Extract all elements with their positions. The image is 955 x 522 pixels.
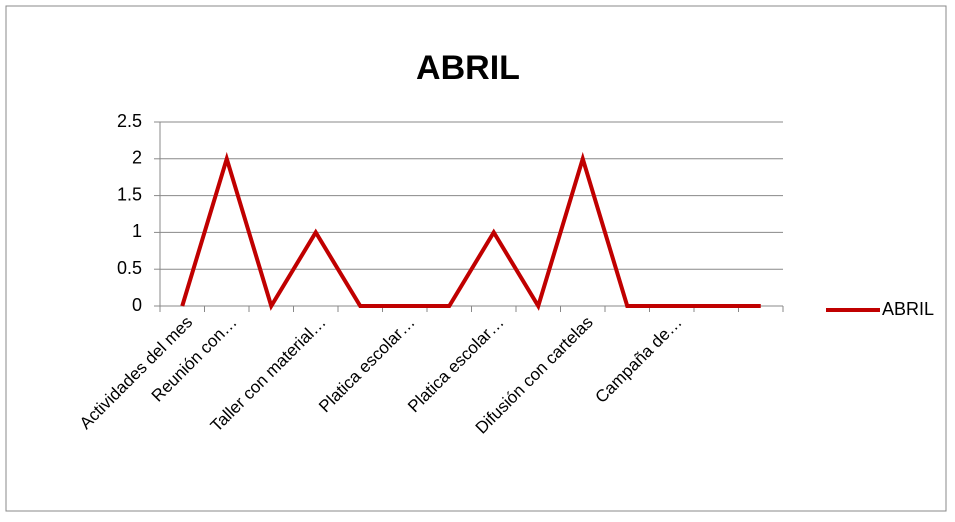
y-tick-label: 1.5 [117, 184, 142, 204]
legend-label: ABRIL [882, 299, 934, 319]
y-tick-label: 2 [132, 148, 142, 168]
chart-title: ABRIL [416, 49, 520, 87]
y-tick-label: 0 [132, 295, 142, 315]
y-tick-label: 0.5 [117, 258, 142, 278]
series-line [180, 151, 761, 311]
y-tick-label: 1 [132, 221, 142, 241]
y-tick-label: 2.5 [117, 111, 142, 131]
